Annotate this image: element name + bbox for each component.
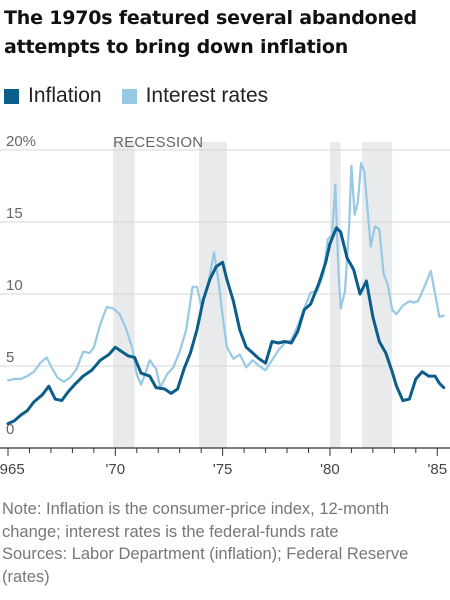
recession-band-2	[199, 142, 227, 448]
y-tick-label: 5	[6, 349, 14, 366]
series-line-inflation	[6, 226, 446, 426]
legend-item-inflation: Inflation	[4, 84, 102, 108]
legend-item-interest-rates: Interest rates	[121, 84, 269, 108]
x-tick-label: '85	[427, 461, 447, 478]
y-tick-label: 20%	[6, 133, 36, 150]
chart-title: The 1970s featured several abandoned att…	[4, 7, 417, 58]
x-tick-label: '70	[106, 461, 126, 478]
recession-label: RECESSION	[113, 134, 203, 151]
y-tick-label: 10	[6, 277, 23, 294]
legend-label-inflation: Inflation	[28, 84, 102, 107]
y-tick-label: 0	[6, 421, 14, 438]
legend: Inflation Interest rates	[4, 82, 288, 110]
y-tick-label: 15	[6, 205, 23, 222]
x-tick-label: '75	[213, 461, 233, 478]
note-text: Note: Inflation is the consumer-price in…	[2, 500, 390, 541]
line-chart: 0 5 10 15 20% RECESSION 1965 '70 '75 '80 '85	[0, 133, 450, 478]
sources-text: Sources: Labor Department (inflation); F…	[2, 545, 409, 586]
recession-band-3	[329, 142, 341, 448]
recession-band-1	[113, 142, 135, 448]
inflation-swatch	[4, 88, 19, 104]
interest-rates-swatch	[121, 88, 137, 104]
x-tick-label: '80	[320, 461, 340, 478]
x-tick-label: 1965	[0, 461, 25, 478]
chart-notes: Note: Inflation is the consumer-price in…	[2, 498, 448, 588]
legend-label-interest-rates: Interest rates	[145, 84, 269, 107]
series-line-interest-rates	[6, 161, 445, 389]
